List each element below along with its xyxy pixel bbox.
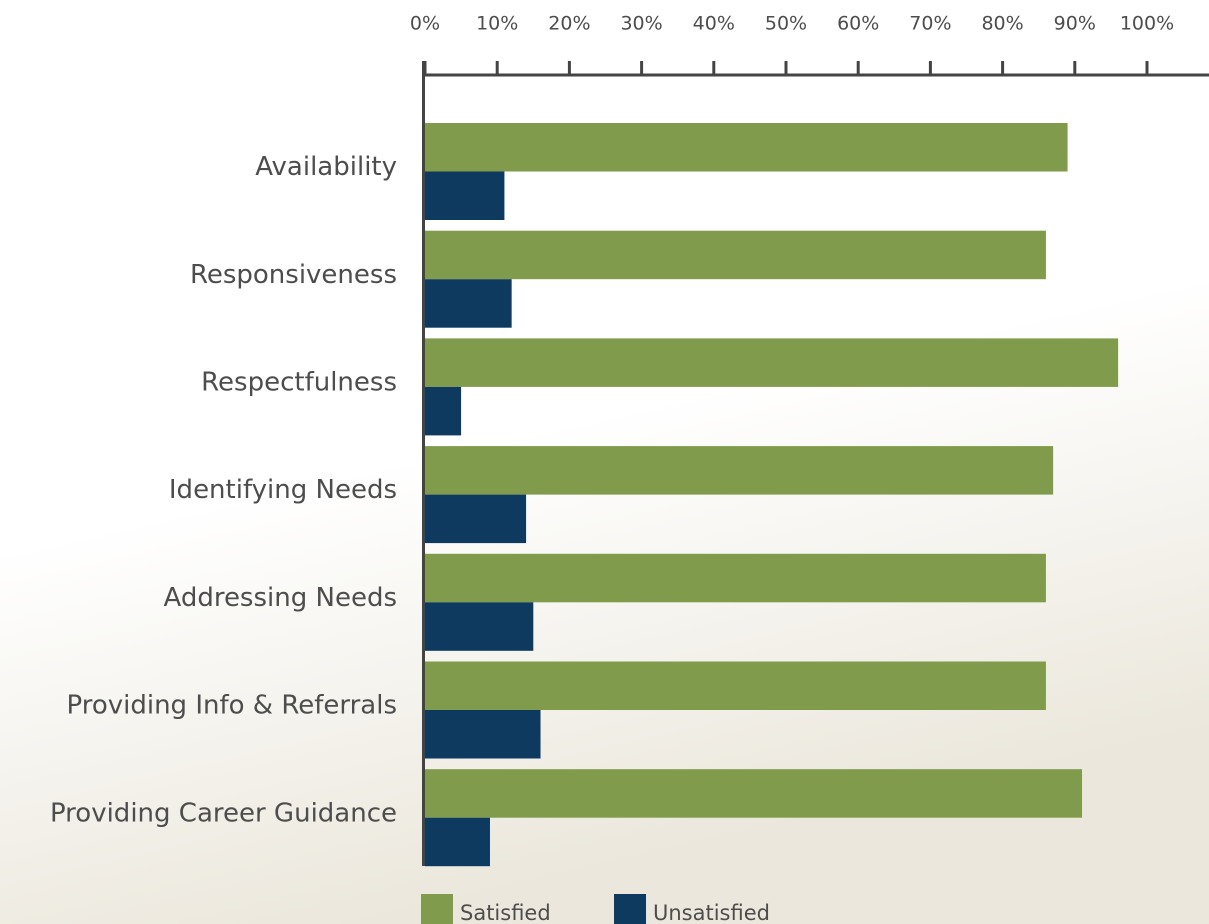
- legend-swatch: [421, 894, 453, 924]
- x-tick-label: 60%: [837, 13, 879, 35]
- y-tick-label: Availability: [255, 152, 397, 182]
- x-tick-label: 20%: [548, 13, 590, 35]
- x-tick-label: 90%: [1054, 13, 1096, 35]
- y-tick-label: Respectfulness: [201, 368, 397, 398]
- bar: [425, 279, 512, 328]
- x-tick-label: 80%: [981, 13, 1023, 35]
- y-tick-label: Addressing Needs: [163, 583, 397, 613]
- bar: [425, 338, 1119, 387]
- x-tick-label: 10%: [476, 13, 518, 35]
- x-tick-label: 30%: [620, 13, 662, 35]
- y-tick-label: Identifying Needs: [169, 475, 397, 505]
- bar: [425, 710, 541, 759]
- legend-label: Satisfied: [460, 901, 551, 924]
- x-tick-label: 0%: [410, 13, 440, 35]
- bar: [425, 386, 462, 436]
- bar: [425, 123, 1068, 172]
- x-tick-label: 70%: [909, 13, 951, 35]
- y-tick-label: Providing Career Guidance: [50, 798, 397, 828]
- x-tick-label: 100%: [1120, 13, 1174, 35]
- bar: [425, 230, 1046, 280]
- y-tick-label: Providing Info & Referrals: [66, 691, 397, 721]
- x-tick-label: 50%: [765, 13, 807, 35]
- bar: [425, 661, 1046, 710]
- bar: [425, 553, 1046, 603]
- bar: [425, 769, 1083, 818]
- bar: [425, 494, 527, 544]
- bar: [425, 817, 490, 867]
- bar: [425, 171, 505, 220]
- bar: [425, 446, 1054, 495]
- legend-swatch: [614, 894, 646, 924]
- x-tick-label: 40%: [693, 13, 735, 35]
- legend-label: Unsatisfied: [653, 901, 770, 924]
- bar: [425, 602, 534, 651]
- y-tick-label: Responsiveness: [190, 260, 397, 290]
